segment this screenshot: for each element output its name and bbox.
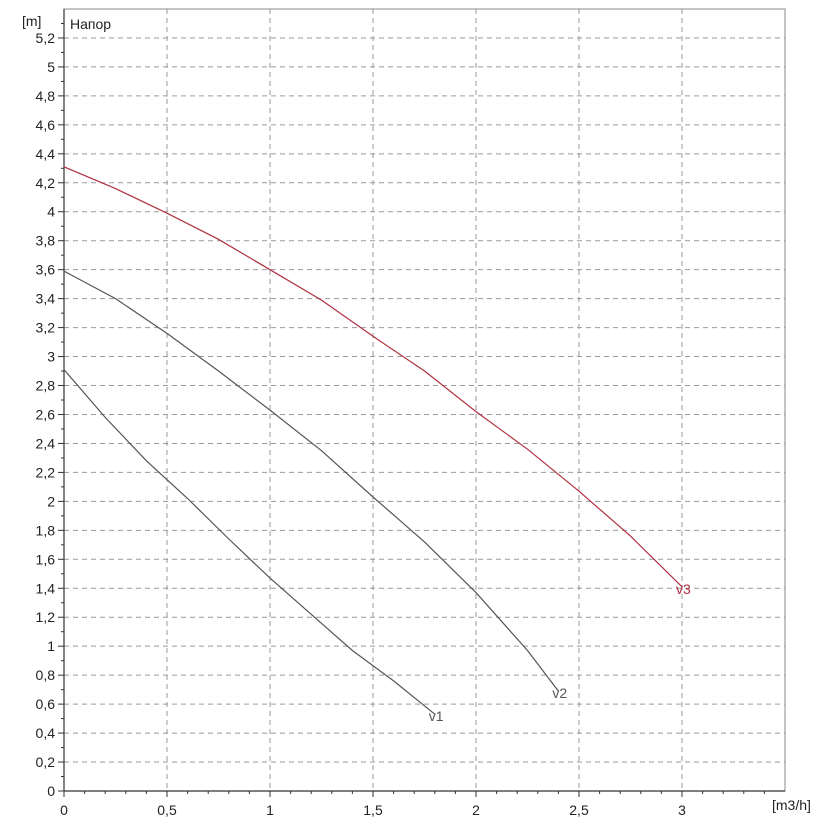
- series-line-v2: [63, 270, 559, 692]
- y-tick-label: 3: [47, 349, 55, 365]
- y-tick-label: 2,6: [36, 406, 56, 422]
- series-label-v2: v2: [552, 685, 567, 701]
- series-line-v3: [63, 166, 683, 588]
- y-tick-label: 3,2: [36, 320, 56, 336]
- series-label-v1: v1: [429, 708, 444, 724]
- y-tick-label: 4,2: [36, 175, 56, 191]
- y-tick-label: 5: [47, 59, 55, 75]
- x-tick-label: 2: [472, 802, 480, 818]
- y-tick-label: 0,4: [36, 725, 56, 741]
- y-tick-label: 3,6: [36, 262, 56, 278]
- grid: [64, 9, 785, 791]
- y-tick-label: 4: [47, 204, 55, 220]
- y-tick-label: 2,4: [36, 435, 56, 451]
- x-tick-label: 0,5: [157, 802, 177, 818]
- series: v1 v2 v3: [63, 166, 691, 724]
- chart-title: Напор: [70, 16, 111, 32]
- y-tick-label: 4,8: [36, 88, 56, 104]
- y-tick-label: 1,8: [36, 522, 56, 538]
- y-tick-label: 2,8: [36, 378, 56, 394]
- x-tick-label: 0: [60, 802, 68, 818]
- ticks: 0 0,2 0,4 0,6 0,8 1 1,2 1,4 1,6 1,8 2 2,2 2,4 2,6 2,8 3…: [36, 22, 765, 818]
- y-tick-label: 2,2: [36, 464, 56, 480]
- y-axis-unit-label: [m]: [22, 13, 41, 29]
- y-tick-label: 3,4: [36, 291, 56, 307]
- y-tick-label: 1: [47, 638, 55, 654]
- y-tick-label: 0: [47, 783, 55, 799]
- x-tick-label: 1,5: [363, 802, 383, 818]
- x-tick-label: 1: [266, 802, 274, 818]
- y-tick-label: 0,6: [36, 696, 56, 712]
- y-tick-label: 4,4: [36, 146, 56, 162]
- y-tick-label: 1,4: [36, 580, 56, 596]
- y-tick-label: 5,2: [36, 30, 56, 46]
- y-tick-label: 1,6: [36, 551, 56, 567]
- y-tick-label: 0,2: [36, 754, 56, 770]
- x-tick-label: 2,5: [569, 802, 589, 818]
- x-tick-label: 3: [678, 802, 686, 818]
- x-axis-unit-label: [m3/h]: [772, 797, 811, 813]
- y-tick-label: 3,8: [36, 233, 56, 249]
- y-tick-label: 2: [47, 493, 55, 509]
- y-tick-label: 1,2: [36, 609, 56, 625]
- series-label-v3: v3: [676, 581, 691, 597]
- series-line-v1: [63, 369, 436, 715]
- y-tick-label: 0,8: [36, 667, 56, 683]
- y-tick-label: 4,6: [36, 117, 56, 133]
